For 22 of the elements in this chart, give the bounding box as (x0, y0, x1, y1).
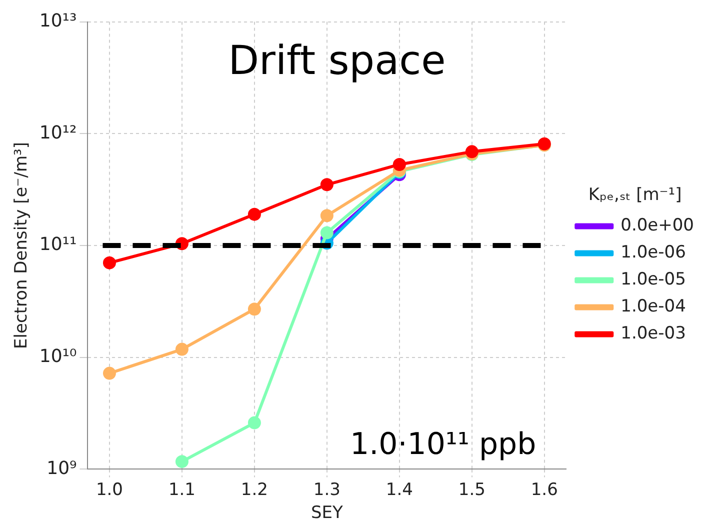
x-tick-label: 1.3 (313, 480, 340, 500)
legend-label: 1.0e-04 (620, 296, 686, 317)
y-tick-label: 10¹¹ (39, 234, 77, 256)
y-tick-label: 10¹⁰ (39, 346, 77, 368)
legend-label: 1.0e-05 (620, 270, 686, 290)
x-tick-label: 1.4 (386, 480, 413, 500)
x-axis-title: SEY (310, 503, 344, 524)
y-tick-label: 10¹³ (39, 10, 77, 32)
y-tick-label: 10¹² (39, 122, 77, 144)
annotation: 1.0·10¹¹ ppb (350, 426, 536, 462)
x-tick-label: 1.5 (458, 480, 486, 500)
x-tick-label: 1.1 (168, 480, 196, 500)
legend-label: 1.0e-06 (620, 242, 686, 263)
x-tick-label: 1.6 (530, 480, 558, 500)
chart-title: Drift space (228, 38, 446, 84)
x-tick-label: 1.0 (96, 480, 124, 500)
legend-label: 0.0e+00 (620, 216, 694, 236)
legend-title: Kₚₑ,ₛₜ [m⁻¹] (588, 185, 682, 206)
legend-label: 1.0e-03 (620, 324, 686, 344)
y-tick-label: 10⁹ (46, 458, 77, 479)
y-axis-title: Electron Density [e⁻/m³] (12, 142, 32, 349)
x-tick-label: 1.2 (240, 480, 268, 500)
